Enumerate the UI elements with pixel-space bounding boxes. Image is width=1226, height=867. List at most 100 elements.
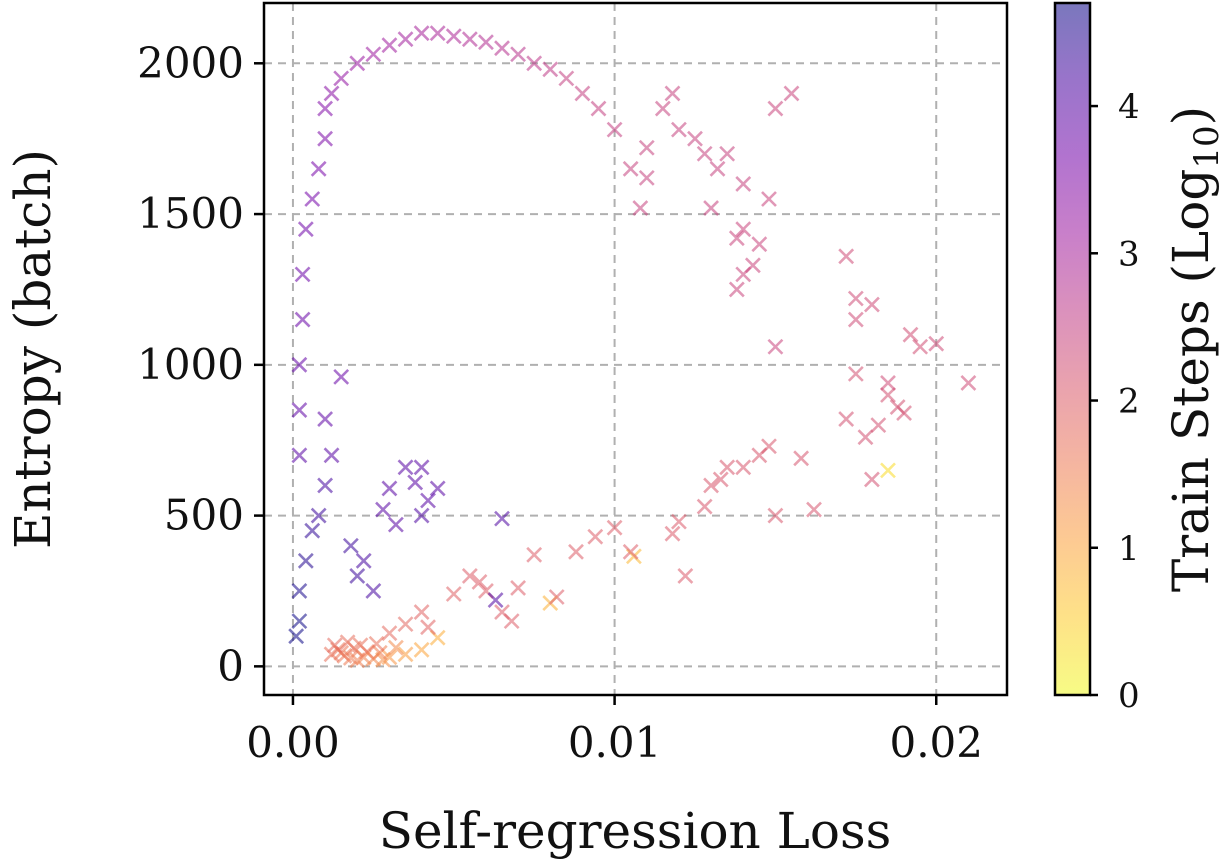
y-tick-label: 2000 <box>137 38 244 87</box>
scatter-point <box>349 55 366 72</box>
scatter-point <box>333 70 350 87</box>
scatter-point <box>677 567 694 584</box>
scatter-point <box>728 230 745 247</box>
scatter-point <box>445 28 462 45</box>
scatter-point <box>696 498 713 515</box>
scatter-point <box>687 130 703 147</box>
scatter-point <box>847 365 864 382</box>
scatter-point <box>317 100 334 117</box>
scatter-point <box>461 567 478 584</box>
scatter-point <box>413 507 430 524</box>
scatter-point <box>368 635 385 652</box>
scatter-point <box>735 221 752 238</box>
scatter-point <box>397 31 414 48</box>
scatter-point <box>542 61 559 78</box>
scatter-point <box>622 160 639 177</box>
scatter-point <box>696 145 713 162</box>
scatter-point <box>478 34 494 51</box>
scatter-point <box>326 637 343 654</box>
y-tick-label: 500 <box>164 491 244 540</box>
scatter-points <box>288 25 977 669</box>
scatter-point <box>297 221 314 238</box>
scatter-point <box>333 368 350 385</box>
colorbar-tick-label: 2 <box>1118 382 1140 422</box>
scatter-point <box>387 516 404 533</box>
scatter-point <box>429 25 446 42</box>
scatter-point <box>587 528 604 545</box>
scatter-point <box>413 604 430 621</box>
scatter-point <box>413 25 430 42</box>
scatter-point <box>709 160 726 177</box>
scatter-point <box>397 616 414 633</box>
scatter-point <box>445 586 462 602</box>
x-tick-label: 0.02 <box>889 718 983 767</box>
scatter-point <box>494 40 510 57</box>
scatter-point <box>291 356 308 373</box>
scatter-point <box>381 37 398 54</box>
scatter-point <box>494 510 510 527</box>
scatter-point <box>664 85 681 102</box>
colorbar-tick-label: 3 <box>1118 234 1140 274</box>
scatter-point <box>622 543 639 560</box>
colorbar-bar <box>1055 3 1090 695</box>
scatter-point <box>735 175 752 192</box>
scatter-point <box>632 200 649 216</box>
scatter-point <box>719 459 736 476</box>
plot-frame <box>262 1 1009 697</box>
scatter-point <box>902 326 919 343</box>
colorbar-label-main: Train Steps (Log <box>1162 169 1220 592</box>
scatter-point <box>413 459 430 476</box>
scatter-point <box>671 513 687 530</box>
scatter-point <box>880 375 896 391</box>
scatter-point <box>291 613 308 630</box>
scatter-point <box>339 634 356 651</box>
colorbar-label-close: ) <box>1162 106 1220 126</box>
y-tick-label: 0 <box>217 641 244 690</box>
scatter-point <box>703 477 720 494</box>
colorbar-label-subscript: 10 <box>1187 125 1226 168</box>
scatter-point <box>870 417 887 434</box>
grid <box>264 3 1007 695</box>
scatter-point <box>783 85 800 102</box>
scatter-point <box>407 474 424 491</box>
scatter-point <box>719 145 736 162</box>
scatter-point <box>323 646 340 663</box>
scatter-point <box>381 625 398 642</box>
scatter-point <box>960 375 977 391</box>
scatter-point <box>606 121 623 138</box>
scatter-point <box>297 552 314 569</box>
scatter-point <box>526 55 543 72</box>
scatter-point <box>638 169 655 186</box>
scatter-point <box>317 411 334 428</box>
scatter-point <box>863 471 880 488</box>
colorbar: 0 1 2 3 4 Train Steps (Log10) <box>1053 1 1226 716</box>
scatter-point <box>838 411 855 428</box>
scatter-point <box>638 139 655 156</box>
scatter-point <box>355 552 372 569</box>
scatter-point <box>461 31 478 48</box>
scatter-point <box>291 447 308 464</box>
scatter-point <box>487 592 504 608</box>
scatter-point <box>857 429 874 446</box>
scatter-point <box>568 543 584 560</box>
scatter-point <box>304 191 321 207</box>
scatter-point <box>606 519 623 536</box>
y-tick-label: 1000 <box>137 340 244 389</box>
scatter-point <box>323 85 340 102</box>
scatter-point <box>767 338 784 355</box>
scatter-point <box>896 405 912 421</box>
y-axis-label: Entropy (batch) <box>4 149 62 549</box>
scatter-point <box>503 613 520 630</box>
scatter-point <box>413 641 430 658</box>
scatter-point <box>880 462 896 479</box>
scatter-point <box>471 574 488 590</box>
scatter-point <box>558 70 575 87</box>
scatter-point <box>375 501 391 518</box>
scatter-point <box>291 583 308 599</box>
scatter-point <box>510 46 527 63</box>
scatter-point <box>429 480 446 497</box>
scatter-point <box>304 522 321 539</box>
scatter-point <box>574 85 591 102</box>
scatter-point <box>761 191 777 207</box>
scatter-point <box>735 459 752 476</box>
